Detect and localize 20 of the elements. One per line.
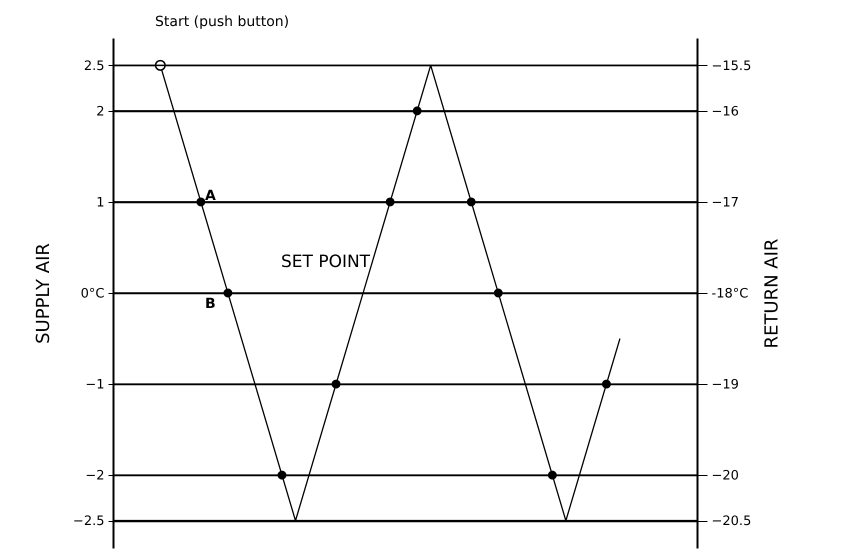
y2-tick-label: −16 [712,104,739,120]
y-tick-label: 2 [96,104,104,120]
annotation: A [205,188,216,204]
y2-axis-title: RETURN AIR [761,238,782,348]
y2-tick-label: −20 [712,468,739,484]
y-tick-label: 0°C [80,286,104,302]
text: Start (push button) [155,14,290,30]
y-tick-label: −2 [85,468,104,484]
y2-tick-label: −19 [712,378,739,393]
y-tick-label: 2.5 [84,58,104,74]
y2-tick-label: −15.5 [712,58,752,74]
y-tick-label: −1 [85,378,104,393]
y-tick-label: −2.5 [72,514,104,530]
y2-tick-label: −17 [712,195,739,210]
y2-tick-label: −20.5 [712,514,752,530]
annotation: B [205,296,216,312]
y-tick-label: 1 [96,195,104,210]
y2-tick-label: -18°C [712,286,748,302]
annotation: SET POINT [281,252,371,272]
y-axis-title: SUPPLY AIR [32,243,54,344]
